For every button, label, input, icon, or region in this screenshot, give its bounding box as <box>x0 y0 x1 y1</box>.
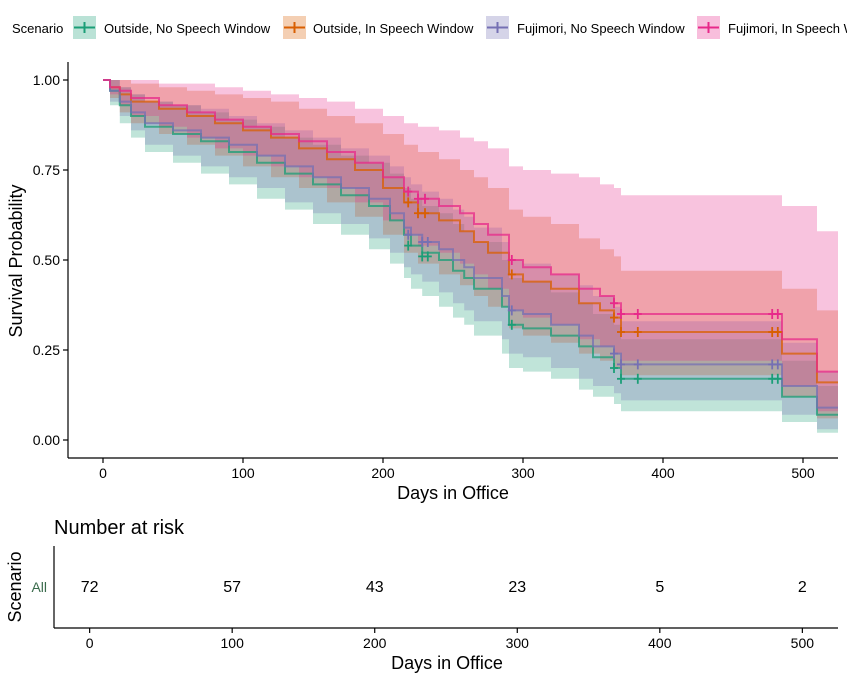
censor-mark <box>414 208 422 219</box>
censor-mark <box>633 359 642 370</box>
censor-mark <box>610 298 618 309</box>
censor-mark <box>773 359 782 370</box>
censor-mark <box>507 255 516 265</box>
censor-mark <box>507 269 516 280</box>
risk-x-axis-title: Days in Office <box>391 653 503 673</box>
censor-mark <box>404 240 413 251</box>
x-tick-label: 100 <box>231 465 255 481</box>
censor-mark <box>423 237 432 247</box>
censor-mark <box>773 373 782 384</box>
legend-label-fujimori-in-speech: Fujimori, In Speech Window <box>728 21 847 36</box>
risk-value: 43 <box>366 579 384 596</box>
censor-mark <box>423 251 432 262</box>
risk-value: 23 <box>508 579 526 596</box>
x-axis-title: Days in Office <box>397 483 509 503</box>
censor-mark <box>617 373 625 384</box>
legend-item-outside-no-speech: Outside, No Speech Window <box>73 16 271 39</box>
censor-mark <box>633 327 642 337</box>
x-tick-label: 300 <box>511 465 535 481</box>
y-tick-label: 0.75 <box>33 162 60 178</box>
risk-table-row-label: All <box>31 579 47 595</box>
legend-title: Scenario <box>12 21 63 36</box>
risk-x-axis-ticks: 0 100 200 300 400 500 <box>86 628 815 651</box>
y-tick-label: 1.00 <box>33 72 60 88</box>
risk-x-tick-label: 300 <box>506 635 530 651</box>
legend-label-outside-no-speech: Outside, No Speech Window <box>104 21 271 36</box>
risk-value: 5 <box>655 579 664 596</box>
risk-value: 57 <box>223 579 241 596</box>
risk-value: 2 <box>798 579 807 596</box>
confidence-bands <box>103 80 838 433</box>
censor-mark <box>617 359 625 370</box>
x-tick-label: 200 <box>371 465 395 481</box>
censor-mark <box>617 327 625 337</box>
censor-mark <box>507 319 516 330</box>
survival-curve-2 <box>103 79 838 409</box>
censor-mark <box>404 197 413 208</box>
legend-label-outside-in-speech: Outside, In Speech Window <box>313 21 474 36</box>
risk-table-y-title: Scenario <box>5 551 25 622</box>
censor-mark <box>414 193 422 204</box>
y-tick-label: 0.50 <box>33 252 60 268</box>
legend: Scenario Outside, No Speech Window Outsi… <box>12 16 847 39</box>
censor-mark <box>610 348 618 359</box>
y-tick-label: 0.00 <box>33 432 60 448</box>
confidence-band-3 <box>103 80 838 412</box>
risk-table: Number at risk Scenario All 72 57 43 23 5 2 0… <box>5 517 838 673</box>
censor-mark <box>610 363 618 373</box>
y-axis-ticks: 0.00 0.25 0.50 0.75 1.00 <box>33 72 68 448</box>
censor-mark <box>404 229 413 240</box>
risk-x-tick-label: 0 <box>86 635 94 651</box>
risk-x-tick-label: 200 <box>363 635 387 651</box>
censor-mark <box>633 309 642 319</box>
y-tick-label: 0.25 <box>33 342 60 358</box>
censor-mark <box>421 208 429 219</box>
confidence-band-0 <box>103 80 838 433</box>
risk-table-title: Number at risk <box>54 517 185 539</box>
x-tick-label: 500 <box>791 465 815 481</box>
x-tick-label: 0 <box>99 465 107 481</box>
legend-item-outside-in-speech: Outside, In Speech Window <box>283 16 474 39</box>
censor-mark <box>404 186 413 197</box>
risk-values: 72 57 43 23 5 2 <box>81 579 807 596</box>
legend-item-fujimori-in-speech: Fujimori, In Speech Window <box>697 16 847 39</box>
censor-mark <box>617 309 625 319</box>
censor-marks <box>404 186 782 384</box>
legend-item-fujimori-no-speech: Fujimori, No Speech Window <box>486 16 685 39</box>
survival-plot: 0 100 200 300 400 500 0.00 0.25 0.50 0.75 1.00 Da… <box>6 62 838 503</box>
risk-x-tick-label: 100 <box>221 635 245 651</box>
censor-mark <box>773 327 782 337</box>
censor-mark <box>610 312 618 323</box>
x-axis-ticks: 0 100 200 300 400 500 <box>99 458 815 481</box>
censor-mark <box>421 193 429 204</box>
risk-value: 72 <box>81 579 99 596</box>
y-axis-title: Survival Probability <box>6 184 26 337</box>
censor-mark <box>773 309 782 319</box>
risk-x-tick-label: 500 <box>791 635 815 651</box>
x-tick-label: 400 <box>651 465 675 481</box>
censor-mark <box>507 305 516 316</box>
censor-mark <box>633 373 642 384</box>
legend-label-fujimori-no-speech: Fujimori, No Speech Window <box>517 21 685 36</box>
confidence-band-1 <box>103 80 838 419</box>
risk-x-tick-label: 400 <box>648 635 672 651</box>
